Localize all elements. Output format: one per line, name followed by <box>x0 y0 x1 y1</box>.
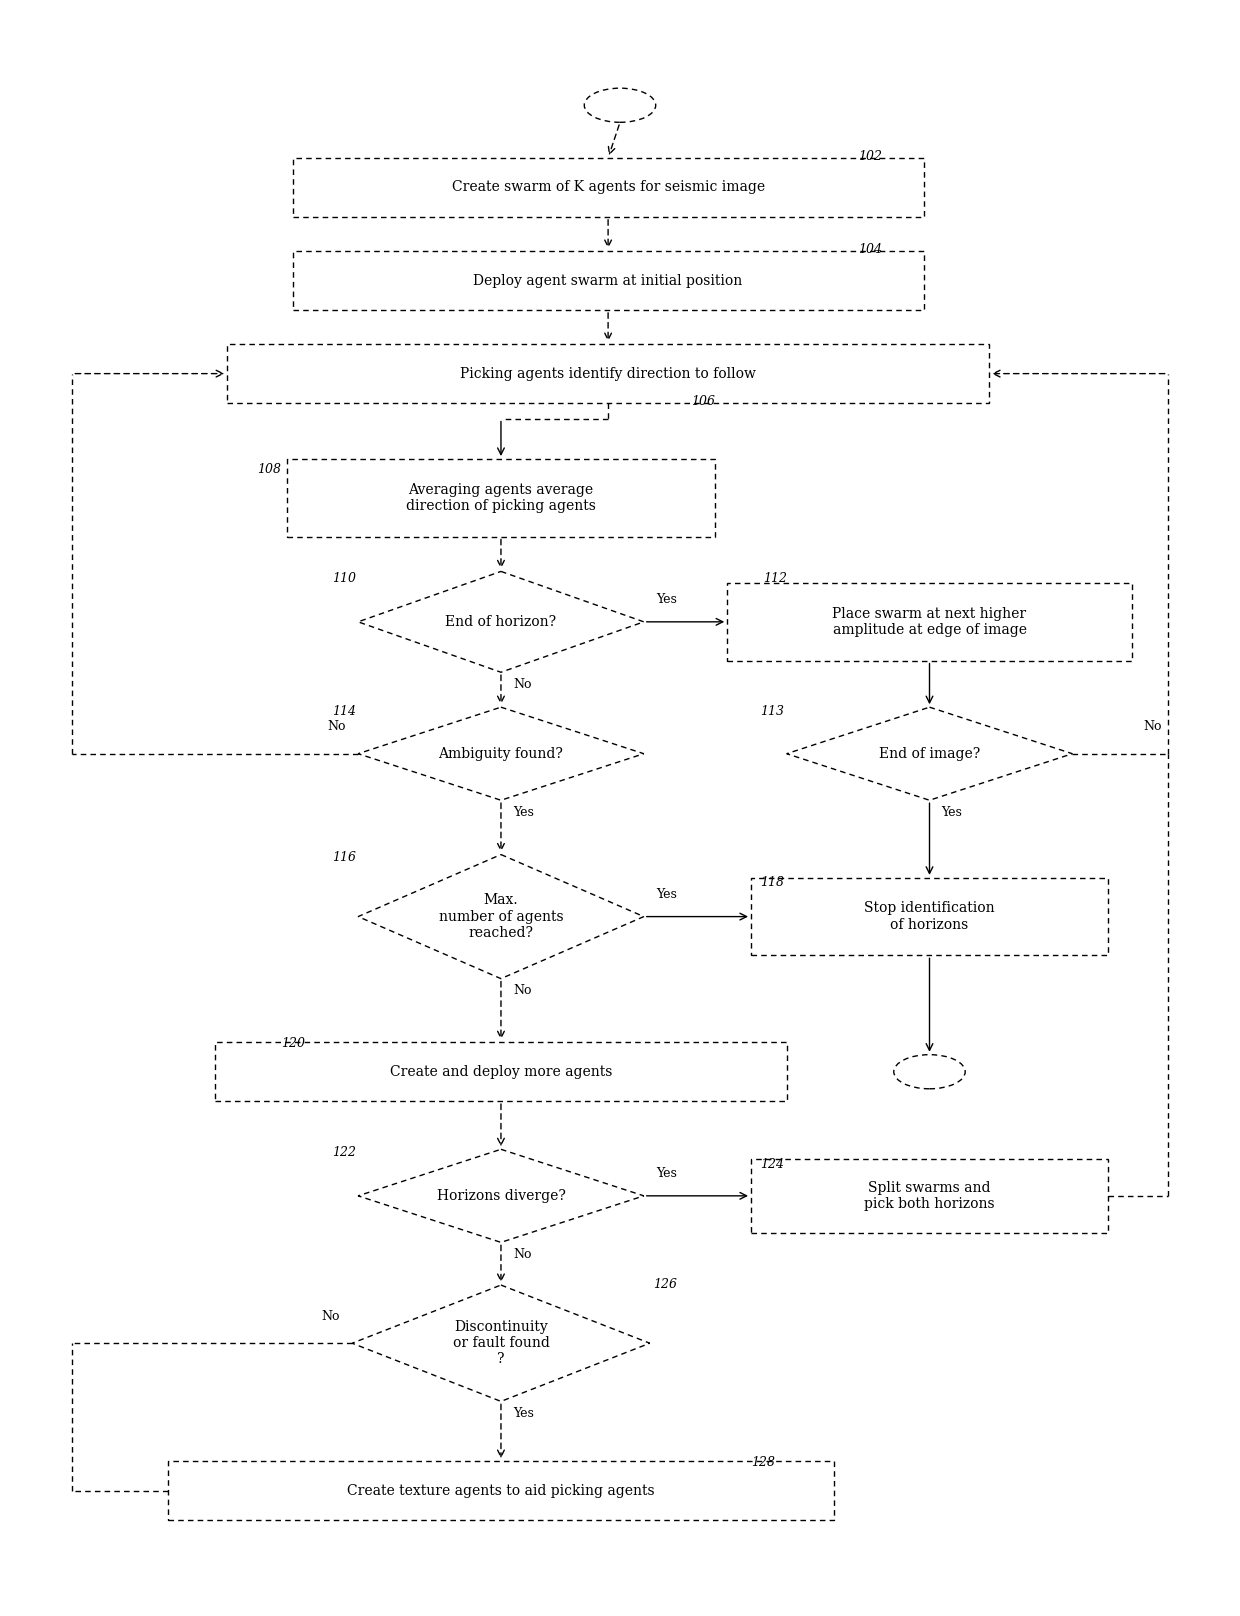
Text: End of horizon?: End of horizon? <box>445 614 557 629</box>
Text: 126: 126 <box>653 1278 677 1291</box>
Text: 106: 106 <box>692 394 715 409</box>
Text: Horizons diverge?: Horizons diverge? <box>436 1189 565 1202</box>
Polygon shape <box>358 572 644 672</box>
Text: 113: 113 <box>760 705 785 719</box>
Text: Create texture agents to aid picking agents: Create texture agents to aid picking age… <box>347 1483 655 1498</box>
Text: 102: 102 <box>858 150 882 163</box>
Text: Yes: Yes <box>513 806 533 819</box>
Text: 120: 120 <box>280 1037 305 1050</box>
Text: Yes: Yes <box>941 806 962 819</box>
Bar <box>293 250 924 310</box>
Bar <box>167 1461 835 1521</box>
Text: 116: 116 <box>332 852 356 865</box>
Text: 112: 112 <box>763 572 787 585</box>
Text: Discontinuity
or fault found
?: Discontinuity or fault found ? <box>453 1320 549 1367</box>
Text: No: No <box>321 1311 340 1324</box>
Text: End of image?: End of image? <box>879 747 980 761</box>
Polygon shape <box>358 708 644 800</box>
Bar <box>286 459 715 537</box>
Text: No: No <box>513 677 532 690</box>
Bar <box>227 344 990 402</box>
Text: 108: 108 <box>257 464 281 477</box>
Text: 110: 110 <box>332 572 356 585</box>
Text: No: No <box>513 984 532 997</box>
Text: 118: 118 <box>760 876 785 889</box>
Text: Split swarms and
pick both horizons: Split swarms and pick both horizons <box>864 1181 994 1210</box>
Text: Ambiguity found?: Ambiguity found? <box>439 747 563 761</box>
Ellipse shape <box>584 89 656 123</box>
Text: Yes: Yes <box>656 887 677 902</box>
Bar <box>751 1159 1109 1233</box>
Polygon shape <box>358 1149 644 1243</box>
Text: 122: 122 <box>332 1146 356 1159</box>
Bar <box>751 877 1109 955</box>
Text: Deploy agent swarm at initial position: Deploy agent swarm at initial position <box>474 273 743 288</box>
Text: Yes: Yes <box>513 1408 533 1420</box>
Bar <box>293 158 924 217</box>
Polygon shape <box>352 1285 650 1401</box>
Text: Yes: Yes <box>656 1167 677 1180</box>
Text: 104: 104 <box>858 242 882 255</box>
Text: Create and deploy more agents: Create and deploy more agents <box>389 1065 613 1079</box>
Text: Picking agents identify direction to follow: Picking agents identify direction to fol… <box>460 367 756 381</box>
Polygon shape <box>786 708 1073 800</box>
Text: 114: 114 <box>332 705 356 719</box>
Text: Stop identification
of horizons: Stop identification of horizons <box>864 902 994 932</box>
Text: Averaging agents average
direction of picking agents: Averaging agents average direction of pi… <box>405 483 596 512</box>
Polygon shape <box>358 855 644 979</box>
Text: Max.
number of agents
reached?: Max. number of agents reached? <box>439 894 563 941</box>
Bar <box>727 583 1132 661</box>
Bar <box>216 1042 786 1100</box>
Text: Create swarm of K agents for seismic image: Create swarm of K agents for seismic ima… <box>451 181 765 194</box>
Text: 124: 124 <box>760 1159 785 1172</box>
Text: Yes: Yes <box>656 593 677 606</box>
Text: No: No <box>327 721 346 734</box>
Text: No: No <box>1143 721 1162 734</box>
Text: Place swarm at next higher
amplitude at edge of image: Place swarm at next higher amplitude at … <box>832 606 1027 637</box>
Text: 128: 128 <box>751 1456 775 1469</box>
Ellipse shape <box>894 1055 965 1089</box>
Text: No: No <box>513 1248 532 1260</box>
